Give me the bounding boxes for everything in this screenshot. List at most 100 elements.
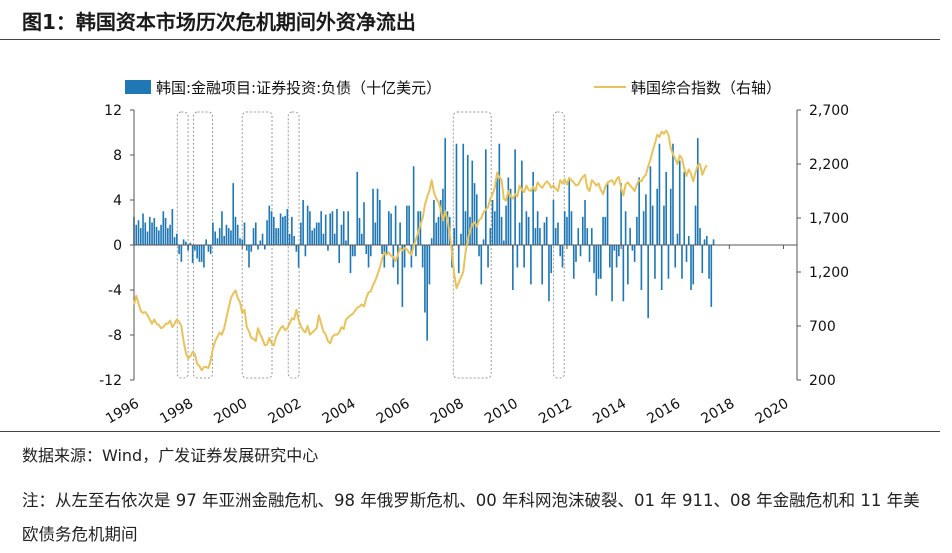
bar [347, 211, 350, 245]
bar [572, 245, 575, 279]
bar [338, 245, 341, 263]
bar [410, 245, 413, 268]
bar [439, 200, 442, 245]
chart: 韩国:金融项目:证券投资:负债（十亿美元） 韩国综合指数（右轴） 12 8 4 0 -4… [99, 79, 849, 428]
bar [518, 222, 521, 245]
bar [667, 245, 670, 279]
bar [638, 177, 640, 245]
right-tick-label: 2,200 [809, 157, 849, 173]
bar [615, 245, 618, 268]
bar [288, 233, 291, 245]
bar [205, 239, 207, 245]
bar [191, 245, 194, 263]
bar [586, 228, 589, 245]
bar [613, 245, 616, 251]
bar [545, 216, 548, 245]
bar [243, 222, 246, 245]
bar [248, 245, 250, 268]
bar [225, 224, 228, 245]
bar [203, 245, 205, 268]
bar [157, 230, 160, 245]
x-tick-label: 2010 [482, 396, 521, 428]
bar [604, 216, 607, 245]
bar [216, 238, 219, 245]
bar [178, 245, 180, 254]
bar [554, 228, 557, 245]
bar [324, 214, 327, 245]
x-tick-label: 2020 [753, 396, 792, 428]
x-tick-label: 2000 [211, 396, 250, 428]
bar [557, 222, 559, 245]
bar [363, 202, 365, 245]
bar [629, 228, 631, 245]
bar [647, 245, 649, 319]
bar [390, 213, 392, 245]
bar [681, 245, 683, 279]
bar [196, 245, 198, 259]
bar [406, 205, 408, 245]
bar [275, 228, 277, 245]
bar [137, 220, 140, 245]
bar [376, 188, 379, 245]
bar [475, 194, 478, 245]
bar [489, 228, 492, 245]
bar [261, 233, 264, 245]
x-tick-label: 2018 [698, 396, 737, 428]
bar [315, 222, 318, 245]
bar [372, 188, 374, 245]
bar [618, 245, 620, 257]
bar [182, 239, 185, 245]
bar [144, 222, 147, 245]
bar [135, 224, 138, 245]
bar [388, 211, 390, 245]
bar [642, 211, 645, 245]
bar [507, 177, 510, 245]
bar [236, 224, 239, 245]
bar [415, 245, 417, 257]
bar [424, 245, 426, 313]
x-tick-label: 2006 [374, 396, 413, 428]
bar [541, 245, 543, 285]
bar [148, 216, 151, 245]
left-tick-label: 12 [104, 103, 122, 119]
bar [633, 245, 636, 262]
bar [530, 245, 532, 285]
bar [180, 245, 183, 262]
bar [453, 228, 456, 245]
bar [649, 166, 652, 245]
bar [496, 177, 498, 245]
bar [473, 183, 476, 245]
legend-bar-swatch [125, 80, 151, 94]
bar [433, 200, 435, 245]
bar [466, 155, 469, 245]
left-tick-label: 0 [113, 238, 122, 254]
bar [232, 183, 235, 245]
bar [333, 233, 336, 245]
bar [516, 245, 519, 268]
bar [570, 211, 573, 245]
bar [259, 240, 262, 245]
bar [683, 171, 686, 245]
bar [378, 200, 381, 245]
bar [669, 188, 672, 245]
bar [300, 222, 302, 245]
bar [279, 213, 282, 245]
bar [218, 228, 221, 245]
bar [212, 222, 214, 245]
bar [532, 171, 534, 245]
bar [640, 245, 643, 290]
bar [331, 211, 334, 245]
bar [412, 166, 415, 245]
bar [171, 209, 174, 245]
bar [663, 205, 665, 245]
bar [577, 228, 580, 245]
bar [185, 241, 187, 245]
bar [708, 245, 710, 279]
bar [381, 245, 383, 254]
page-title: 图1：韩国资本市场历次危机期间外资净流出 [22, 10, 416, 34]
bar [284, 215, 286, 245]
bar [665, 171, 668, 245]
bar [142, 213, 144, 245]
bar [509, 188, 512, 245]
footnote: 注：从左至右依次是 97 年亚洲金融危机、98 年俄罗斯危机、00 年科网泡沫破… [22, 491, 920, 544]
